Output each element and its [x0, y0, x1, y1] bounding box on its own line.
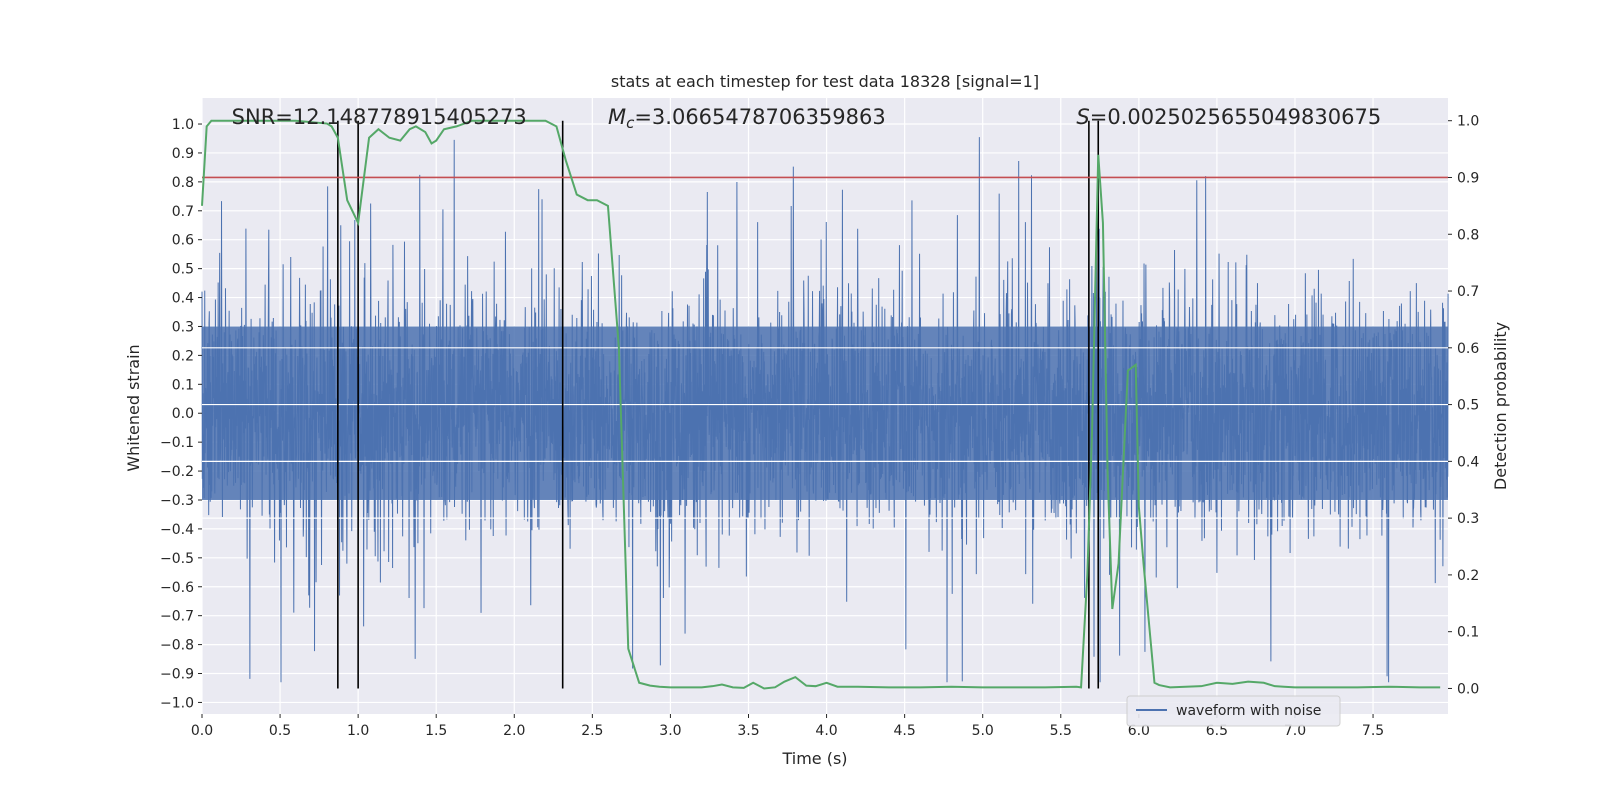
y-tick-label: −0.5 — [160, 551, 194, 567]
y-tick-label: −0.9 — [160, 667, 194, 683]
stat-annotation: Mc=3.0665478706359863 — [608, 105, 886, 132]
x-tick-label: 1.0 — [347, 723, 369, 739]
y-tick-label: −0.4 — [160, 522, 194, 538]
y-tick-label: 0.0 — [172, 406, 194, 422]
x-axis-label: Time (s) — [781, 749, 847, 768]
x-tick-label: 5.5 — [1050, 723, 1072, 739]
waveform-dense-band — [202, 326, 1448, 500]
y-axis-label: Whitened strain — [124, 344, 143, 471]
chart-title: stats at each timestep for test data 183… — [611, 72, 1039, 91]
y2-tick-label: 0.9 — [1457, 170, 1479, 186]
y2-tick-label: 0.5 — [1457, 398, 1479, 414]
legend: waveform with noise — [1126, 695, 1341, 727]
x-tick-label: 5.0 — [972, 723, 994, 739]
waveform-series — [201, 137, 1449, 683]
probability-line — [201, 119, 1441, 690]
x-tick-label: 3.5 — [737, 723, 759, 739]
y-tick-label: 0.2 — [172, 348, 194, 364]
y-tick-label: −0.1 — [160, 435, 194, 451]
y2-tick-label: 0.1 — [1457, 625, 1479, 641]
x-tick-label: 2.5 — [581, 723, 603, 739]
y2-tick-label: 0.0 — [1457, 681, 1479, 697]
x-tick-label: 0.0 — [191, 723, 213, 739]
y2-tick-label: 0.6 — [1457, 341, 1479, 357]
x-tick-label: 2.0 — [503, 723, 525, 739]
y-tick-label: −1.0 — [160, 695, 194, 711]
y-tick-label: 0.1 — [172, 377, 194, 393]
stat-annotations: SNR=12.148778915405273 Mc=3.0665478706359… — [232, 105, 1382, 132]
y-tick-label: −0.2 — [160, 464, 194, 480]
y2-axis-label: Detection probability — [1491, 322, 1510, 490]
y-tick-label: 0.3 — [172, 319, 194, 335]
stat-annotation: S=0.0025025655049830675 — [1076, 105, 1381, 129]
y2-tick-label: 0.3 — [1457, 511, 1479, 527]
x-tick-label: 4.5 — [893, 723, 915, 739]
y2-tick-label: 0.8 — [1457, 227, 1479, 243]
legend-box — [1126, 695, 1341, 727]
x-tick-label: 0.5 — [269, 723, 291, 739]
x-tick-label: 6.0 — [1128, 723, 1150, 739]
y-tick-label: 0.9 — [172, 146, 194, 162]
legend-label: waveform with noise — [1176, 703, 1321, 719]
x-tick-label: 4.0 — [815, 723, 837, 739]
probability-series — [201, 119, 1441, 690]
y-tick-label: 1.0 — [172, 117, 194, 133]
y2-tick-label: 0.7 — [1457, 284, 1479, 300]
tick-labels: 0.0 0.5 1.0 1.5 2.0 2.5 3.0 3.5 4.0 4.5 5.0 5.5 6.0 6… — [160, 114, 1479, 739]
y-tick-label: −0.3 — [160, 493, 194, 509]
y-tick-label: 0.8 — [172, 175, 194, 191]
y-tick-label: 0.5 — [172, 262, 194, 278]
stat-annotation: SNR=12.148778915405273 — [232, 105, 527, 129]
x-tick-label: 3.0 — [659, 723, 681, 739]
x-tick-label: 7.0 — [1284, 723, 1306, 739]
x-tick-label: 1.5 — [425, 723, 447, 739]
y2-tick-label: 0.2 — [1457, 568, 1479, 584]
y-tick-label: 0.4 — [172, 291, 194, 307]
y2-tick-label: 0.4 — [1457, 454, 1479, 470]
y-tick-label: −0.6 — [160, 580, 194, 596]
y-tick-label: 0.6 — [172, 233, 194, 249]
y-tick-label: −0.8 — [160, 638, 194, 654]
y-tick-label: 0.7 — [172, 204, 194, 220]
y2-tick-label: 1.0 — [1457, 114, 1479, 130]
x-tick-label: 7.5 — [1362, 723, 1384, 739]
y-tick-label: −0.7 — [160, 609, 194, 625]
x-tick-label: 6.5 — [1206, 723, 1228, 739]
